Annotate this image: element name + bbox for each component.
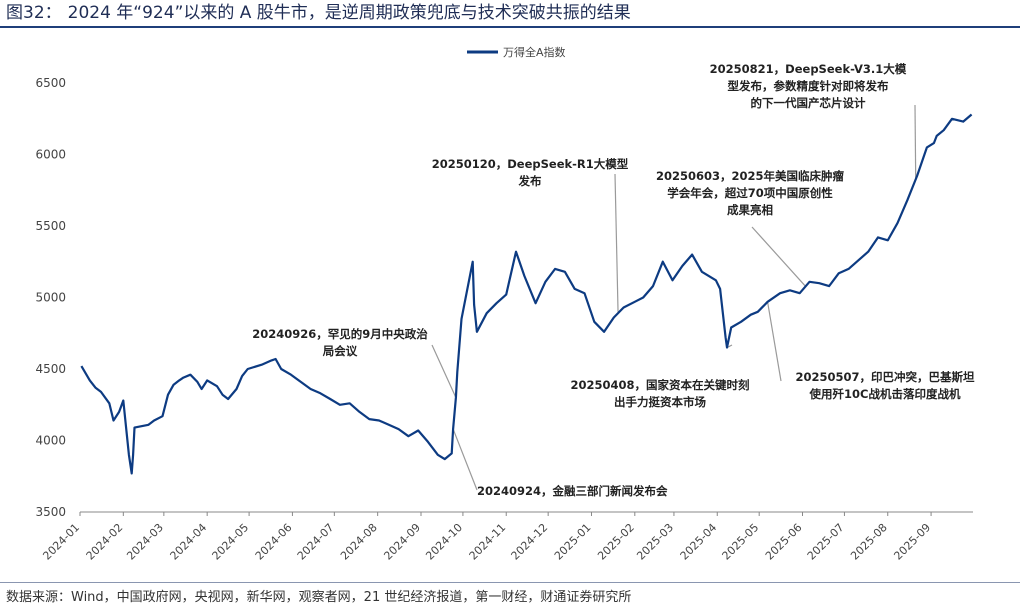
annotation-line: 20250408，国家资本在关键时刻 (570, 378, 749, 392)
y-tick-label: 3500 (35, 505, 66, 519)
y-tick-label: 6500 (35, 76, 66, 90)
x-tick-label: 2025-04 (678, 521, 720, 563)
footer-rule (0, 582, 1020, 583)
x-tick-label: 2024-11 (467, 521, 509, 563)
annotation-line: 20240924，金融三部门新闻发布会 (477, 484, 668, 498)
annotation-label: 20250408，国家资本在关键时刻出手力挺资本市场 (570, 378, 749, 409)
y-tick-label: 4000 (35, 434, 66, 448)
x-tick-label: 2025-08 (848, 521, 890, 563)
annotation-label: 20240926，罕见的9月中央政治局会议 (252, 327, 428, 358)
line-chart: 万得全A指数 3500 4000 4500 5000 5500 6000 6500 2024… (35, 45, 975, 563)
x-tick-label: 2024-04 (168, 521, 210, 563)
x-tick-label: 2025-05 (720, 521, 762, 563)
series-line (80, 113, 973, 475)
x-tick-label: 2025-09 (891, 521, 933, 563)
annotation-leader (751, 226, 806, 287)
y-axis: 3500 4000 4500 5000 5500 6000 6500 (35, 76, 66, 519)
annotation-line: 使用歼10C战机击落印度战机 (809, 387, 961, 401)
figure-number: 图32： (6, 3, 62, 23)
y-tick-label: 5500 (35, 219, 66, 233)
legend-label: 万得全A指数 (503, 45, 566, 59)
y-tick-label: 5000 (35, 291, 66, 305)
annotation-leader (431, 344, 457, 398)
annotations: 20240924，金融三部门新闻发布会 20240926，罕见的9月中央政治局会议… (252, 62, 975, 498)
figure-title: 图32： 2024 年“924”以来的 A 股牛市，是逆周期政策兜底与技术突破共振… (6, 0, 631, 23)
x-tick-label: 2024-03 (124, 521, 166, 563)
annotation-leader (914, 104, 917, 179)
x-tick-label: 2024-06 (253, 521, 295, 563)
annotation-label: 20240924，金融三部门新闻发布会 (477, 484, 668, 498)
annotation-line: 学会年会，超过70项中国原创性 (667, 186, 833, 200)
annotation-label: 20250603，2025年美国临床肿瘤学会年会，超过70项中国原创性成果亮相 (656, 169, 845, 217)
annotation-leader (614, 173, 619, 312)
annotation-line: 出手力挺资本市场 (614, 395, 706, 409)
title-rule (0, 26, 1020, 28)
source-note: 数据来源：Wind，中国政府网，央视网，新华网，观察者网，21 世纪经济报道，第… (6, 590, 632, 605)
annotation-label: 20250507，印巴冲突，巴基斯坦使用歼10C战机击落印度战机 (795, 370, 975, 401)
x-tick-label: 2025-03 (634, 521, 676, 563)
chart-legend: 万得全A指数 (467, 45, 566, 59)
x-tick-label: 2024-09 (381, 521, 423, 563)
annotation-line: 型发布，参数精度针对即将发布 (728, 79, 889, 93)
x-tick-label: 2024-10 (423, 521, 465, 563)
x-tick-label: 2024-08 (338, 521, 380, 563)
annotation-line: 20250603，2025年美国临床肿瘤 (656, 169, 845, 183)
annotation-line: 的下一代国产芯片设计 (751, 96, 866, 110)
x-tick-label: 2024-02 (84, 521, 126, 563)
x-tick-label: 2024-05 (210, 521, 252, 563)
annotation-label: 20250120，DeepSeek-R1大模型发布 (432, 157, 629, 188)
annotation-line: 20250120，DeepSeek-R1大模型 (432, 157, 629, 171)
x-tick-label: 2025-07 (805, 521, 847, 563)
figure-title-text: 2024 年“924”以来的 A 股牛市，是逆周期政策兜底与技术突破共振的结果 (67, 3, 631, 23)
y-tick-label: 4500 (35, 362, 66, 376)
annotation-line: 20250507，印巴冲突，巴基斯坦 (795, 370, 975, 384)
annotation-line: 局会议 (322, 344, 358, 358)
annotation-line: 20240926，罕见的9月中央政治 (252, 327, 428, 341)
x-tick-label: 2025-06 (763, 521, 805, 563)
annotation-line: 成果亮相 (727, 203, 773, 217)
x-tick-label: 2024-07 (295, 521, 337, 563)
annotation-line: 发布 (518, 174, 542, 188)
annotation-leader (766, 301, 782, 382)
annotation-leaders (431, 104, 917, 491)
annotation-label: 20250821，DeepSeek-V3.1大模型发布，参数精度针对即将发布的下… (710, 62, 907, 110)
x-tick-label: 2025-01 (552, 521, 594, 563)
annotation-leader (452, 428, 478, 491)
x-tick-label: 2025-02 (595, 521, 637, 563)
x-tick-label: 2024-12 (509, 521, 551, 563)
y-tick-label: 6000 (35, 148, 66, 162)
x-tick-label: 2024-01 (40, 521, 82, 563)
annotation-line: 20250821，DeepSeek-V3.1大模 (710, 62, 907, 76)
